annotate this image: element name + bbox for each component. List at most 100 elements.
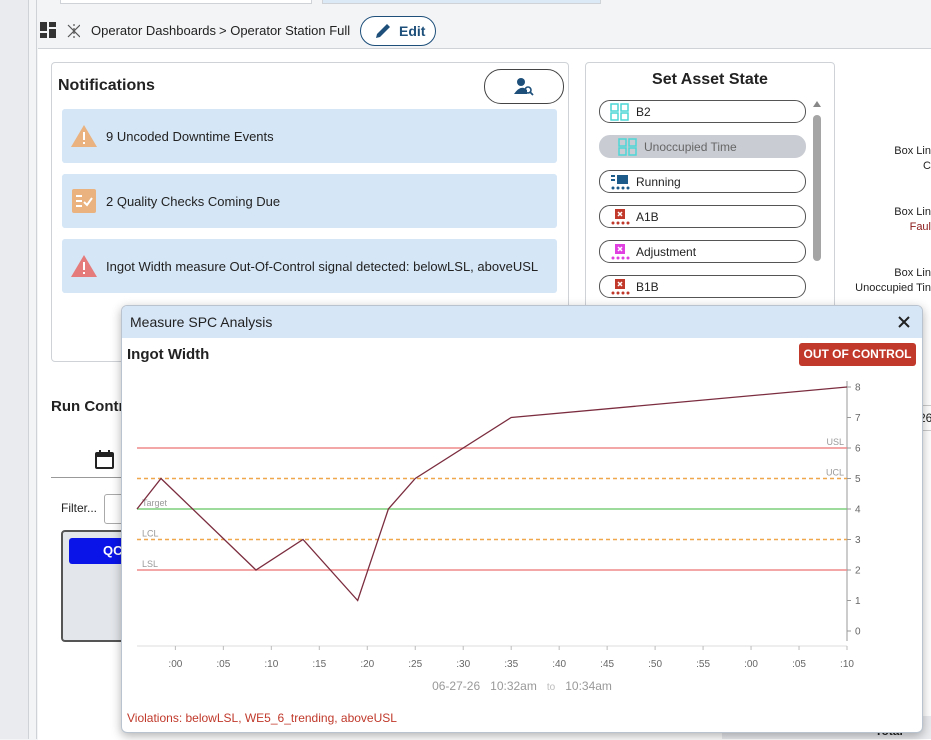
modal-header <box>122 306 922 338</box>
y-tick-label: 3 <box>855 535 861 546</box>
y-tick-label: 5 <box>855 474 861 485</box>
x-tick-label: :00 <box>744 659 758 670</box>
limit-label: Target <box>142 498 168 508</box>
y-tick-label: 0 <box>855 627 861 638</box>
x-tick-label: :25 <box>408 659 422 670</box>
state-label: Adjustment <box>636 244 697 259</box>
notification-text: 9 Uncoded Downtime Events <box>106 128 274 144</box>
x-tick-label: :30 <box>456 659 470 670</box>
x-tick-label: :00 <box>168 659 182 670</box>
panel-title: Set Asset State <box>652 71 768 88</box>
notification-text: 2 Quality Checks Coming Due <box>106 193 281 209</box>
x-tick-label: :15 <box>312 659 326 670</box>
spc-modal: Measure SPC Analysis Ingot Width OUT OF … <box>121 305 923 733</box>
asset-state-option[interactable]: Adjustment <box>599 240 806 263</box>
section-title: Run Contr <box>51 398 125 415</box>
state-label: A1B <box>636 209 659 224</box>
edit-label: Edit <box>399 23 426 39</box>
range-separator: to <box>546 682 556 693</box>
measure-title: Ingot Width <box>127 346 210 363</box>
x-tick-label: :35 <box>504 659 518 670</box>
date-range: 06-27-26 10:32am to 10:34am <box>122 679 922 693</box>
x-tick-label: :05 <box>792 659 806 670</box>
breadcrumb-link[interactable]: Operator Dashboards <box>91 23 217 38</box>
notification-item[interactable]: Ingot Width measure Out-Of-Control signa… <box>62 239 557 293</box>
spc-chart: 0 1 2 3 4 5 6 7 8 :00 :05 :10 :15 :20 :25 :30 :35 :40 :45:… <box>136 381 861 670</box>
calendar-icon[interactable] <box>95 450 115 470</box>
asset-state-option[interactable]: B1B <box>599 275 806 298</box>
asset-state-option[interactable]: B2 <box>599 100 806 123</box>
y-tick-label: 8 <box>855 383 861 394</box>
user-search-button[interactable] <box>484 69 564 104</box>
x-tick-label: :10 <box>840 659 854 670</box>
state-icon <box>611 174 630 189</box>
checklist-icon <box>72 189 96 213</box>
warning-icon <box>71 125 97 147</box>
state-icon <box>618 137 637 156</box>
side-label-line: Box Lin <box>894 206 931 218</box>
left-rail <box>0 0 29 739</box>
limit-label: LSL <box>142 559 158 569</box>
asset-state-option[interactable]: Unoccupied Time <box>599 135 806 158</box>
side-label: Box Lin Faul <box>894 205 931 235</box>
asset-state-panel: Set Asset State B2 Unoccupied Time Runni… <box>585 62 835 324</box>
status-badge: OUT OF CONTROL <box>799 343 916 366</box>
modal-title: Measure SPC Analysis <box>130 314 273 330</box>
side-label-line: Faul <box>909 221 931 233</box>
limit-label: USL <box>826 437 844 447</box>
x-tick-label: :10 <box>264 659 278 670</box>
edit-button[interactable]: Edit <box>360 16 436 46</box>
user-search-icon <box>514 78 534 96</box>
state-label: Running <box>636 174 681 189</box>
y-tick-label: 6 <box>855 444 861 455</box>
divider <box>51 477 121 478</box>
side-label-line: C <box>923 160 931 172</box>
top-tab <box>322 0 601 4</box>
left-rail-inner <box>36 0 37 739</box>
date: 06-27-26 <box>432 679 481 693</box>
x-tick-label: :50 <box>648 659 662 670</box>
notification-text: Ingot Width measure Out-Of-Control signa… <box>106 258 539 274</box>
x-tick-label: :40 <box>552 659 566 670</box>
notification-item[interactable]: 9 Uncoded Downtime Events <box>62 109 557 163</box>
state-icon <box>610 102 629 121</box>
state-label: Unoccupied Time <box>644 139 737 154</box>
top-tab <box>60 0 312 4</box>
state-icon <box>611 208 630 224</box>
side-label: Box Lin Unoccupied Tin <box>855 266 931 296</box>
end-time: 10:34am <box>565 679 612 693</box>
violations: Violations: belowLSL, WE5_6_trending, ab… <box>127 711 397 725</box>
state-label: B2 <box>636 104 651 119</box>
x-tick-label: :55 <box>696 659 710 670</box>
y-tick-label: 2 <box>855 566 861 577</box>
start-time: 10:32am <box>490 679 537 693</box>
limit-label: LCL <box>142 529 159 539</box>
state-icon <box>611 278 630 294</box>
scrollbar[interactable] <box>811 99 823 265</box>
notification-item[interactable]: 2 Quality Checks Coming Due <box>62 174 557 228</box>
x-tick-label: :20 <box>360 659 374 670</box>
state-icon <box>611 243 630 259</box>
panel-title: Notifications <box>58 77 155 94</box>
close-button[interactable] <box>898 316 910 328</box>
side-label-line: Unoccupied Tin <box>855 282 931 294</box>
asset-state-option[interactable]: Running <box>599 170 806 193</box>
asset-state-option[interactable]: A1B <box>599 205 806 228</box>
qc-button[interactable]: QC <box>69 538 124 564</box>
filter-label: Filter... <box>61 501 98 515</box>
y-tick-label: 1 <box>855 596 861 607</box>
side-label-line: Box Lin <box>894 267 931 279</box>
x-tick-label: :05 <box>216 659 230 670</box>
breadcrumb-current: > Operator Station Full <box>219 23 351 38</box>
limit-label: UCL <box>826 468 844 478</box>
data-line <box>136 386 848 602</box>
x-tick-label: :45 <box>600 659 614 670</box>
y-tick-label: 4 <box>855 505 861 516</box>
state-label: B1B <box>636 279 659 294</box>
side-label-line: Box Lin <box>894 145 931 157</box>
alert-icon <box>71 255 97 277</box>
dashboard-icons <box>40 22 80 38</box>
pencil-icon <box>376 24 390 38</box>
y-tick-label: 7 <box>855 413 861 424</box>
